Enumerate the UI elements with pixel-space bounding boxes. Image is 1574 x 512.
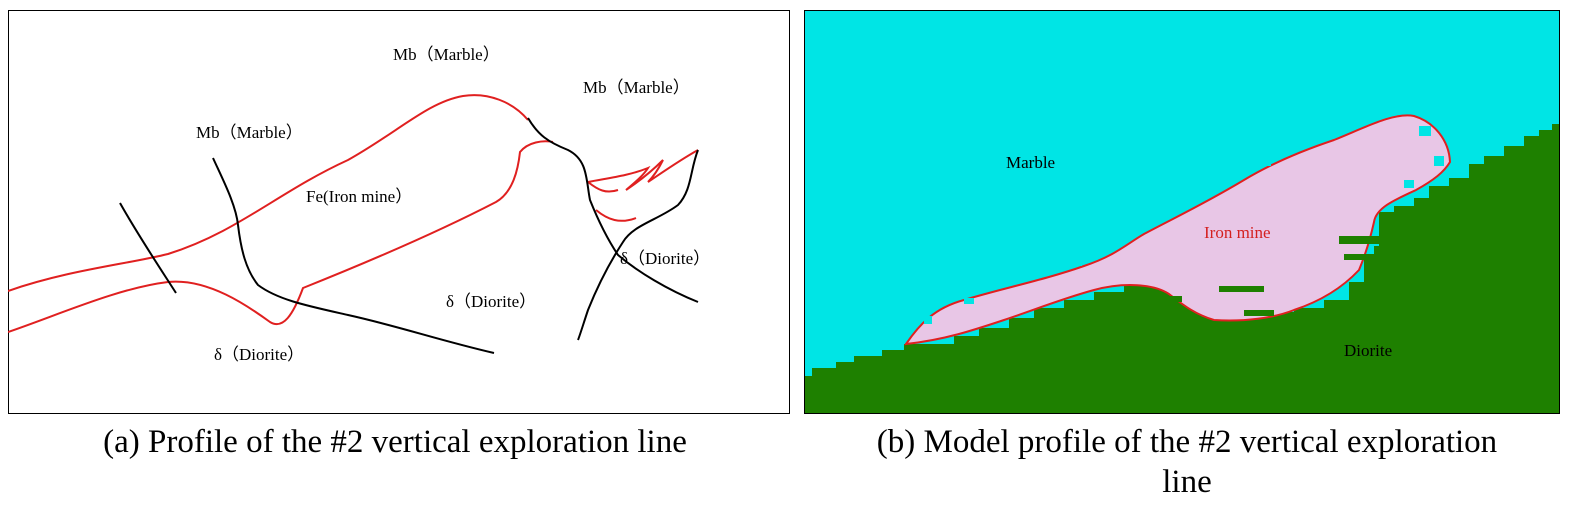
marble-speck <box>1419 126 1431 136</box>
marble-speck <box>964 298 974 304</box>
label-marble-right: Mb（Marble） <box>583 78 690 97</box>
diorite-streak <box>1339 236 1384 244</box>
diorite-streak <box>1154 296 1182 302</box>
marble-speck <box>924 316 932 324</box>
panel-a-frame <box>8 10 790 414</box>
ore-upper-boundary <box>8 94 529 292</box>
label-diorite-right: δ（Diorite） <box>620 249 710 268</box>
marble-speck <box>1072 258 1082 266</box>
label-iron-mine-model: Iron mine <box>1204 223 1271 242</box>
panel-b-frame <box>804 10 1560 414</box>
model-profile-b: Marble Iron mine Diorite <box>804 10 1560 414</box>
marble-speck <box>1404 180 1414 188</box>
diorite-streak <box>1219 286 1264 292</box>
label-diorite-center: δ（Diorite） <box>446 292 536 311</box>
contact-line-right <box>527 117 699 303</box>
fault-line-middle <box>212 157 495 354</box>
profile-panel-b: Marble Iron mine Diorite <box>804 10 1560 414</box>
profile-diagram-a: Mb（Marble） Mb（Marble） Mb（Marble） Fe(Iron… <box>8 10 790 414</box>
diorite-streak <box>1244 310 1274 316</box>
diorite-region <box>804 124 1560 414</box>
contact-line-lower-right <box>577 149 699 341</box>
marble-speck <box>1144 210 1158 220</box>
caption-b-line-2: line <box>1162 464 1212 500</box>
label-marble-left: Mb（Marble） <box>196 123 303 142</box>
fault-line-left <box>119 202 177 294</box>
label-diorite: Diorite <box>1344 341 1392 360</box>
marble-speck <box>1434 156 1444 166</box>
caption-panel-b: (b) Model profile of the #2 vertical exp… <box>800 422 1574 502</box>
profile-panel-a: Mb（Marble） Mb（Marble） Mb（Marble） Fe(Iron… <box>8 10 790 414</box>
marble-speck <box>1259 158 1271 166</box>
iron-mine-region <box>903 114 1452 346</box>
ore-right-inner <box>595 209 637 222</box>
label-marble-top: Mb（Marble） <box>393 45 500 64</box>
ore-right-tongue <box>587 149 699 193</box>
label-diorite-bottom: δ（Diorite） <box>214 345 304 364</box>
caption-b-line-1: (b) Model profile of the #2 vertical exp… <box>876 424 1498 460</box>
label-marble: Marble <box>1006 153 1055 172</box>
label-iron-mine: Fe(Iron mine） <box>306 187 412 206</box>
ore-lower-boundary <box>8 140 554 333</box>
diorite-streak <box>1344 254 1374 260</box>
caption-panel-a: (a) Profile of the #2 vertical explorati… <box>103 424 687 460</box>
